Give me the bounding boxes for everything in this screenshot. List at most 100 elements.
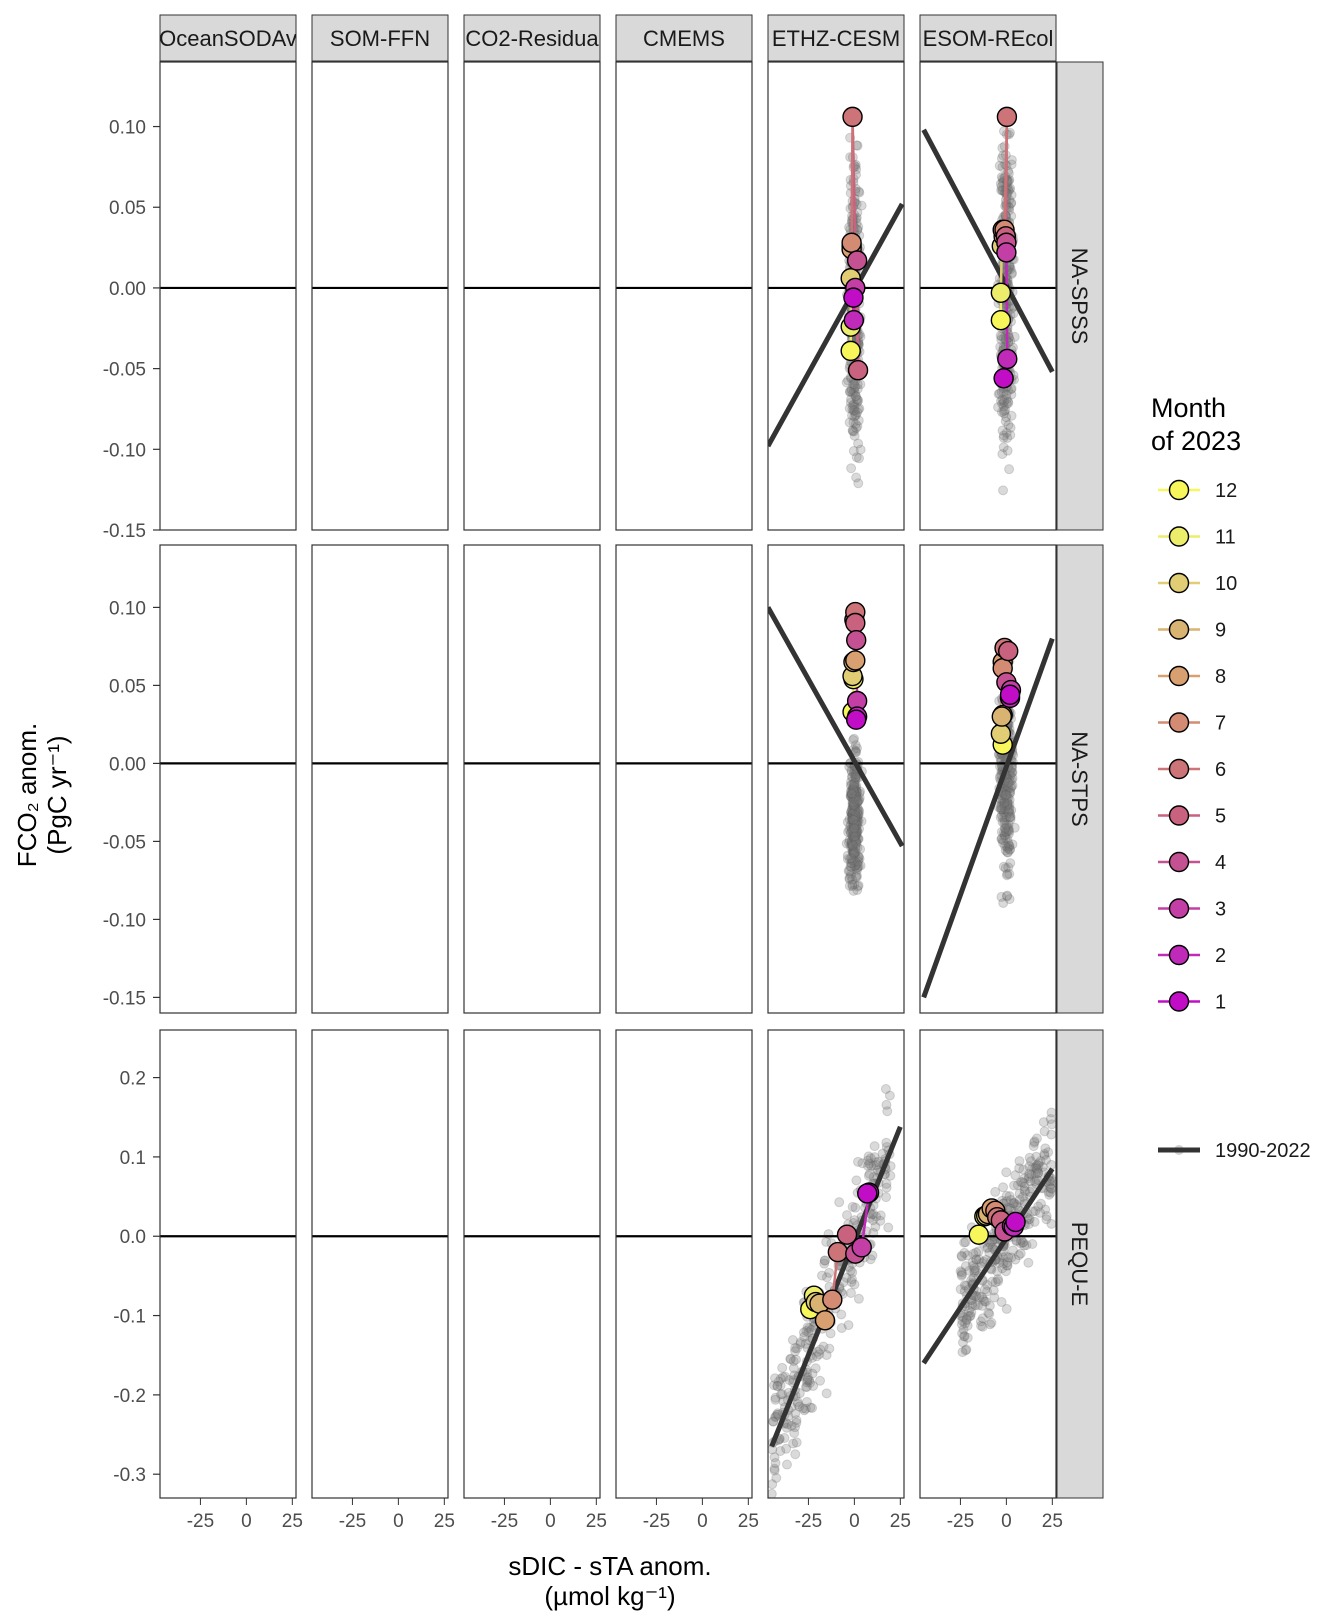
facet-col-strip-bg	[767, 14, 905, 62]
scatter-point	[846, 841, 857, 852]
panel-background	[312, 1030, 448, 1498]
scatter-point	[805, 1377, 816, 1388]
scatter-point	[836, 1323, 847, 1334]
scatter-point	[849, 405, 860, 416]
scatter-point	[806, 1325, 817, 1336]
scatter-point	[852, 809, 863, 820]
scatter-point	[1007, 773, 1018, 784]
scatter-point	[850, 391, 861, 402]
scatter-point	[846, 1274, 857, 1285]
scatter-point	[802, 1372, 813, 1383]
scatter-point	[814, 1349, 825, 1360]
scatter-point	[842, 853, 853, 864]
facet-panel	[767, 61, 905, 531]
scatter-point	[849, 856, 860, 867]
month-point-6	[996, 106, 1018, 128]
scatter-point	[1000, 784, 1011, 795]
y-axis-unit: (PgC yr⁻¹)	[42, 735, 72, 854]
scatter-point	[849, 787, 860, 798]
scatter-point	[1004, 787, 1015, 798]
y-tick-label: -0.05	[103, 360, 146, 381]
scatter-point	[1009, 822, 1020, 833]
scatter-point	[1002, 869, 1013, 880]
panel-background	[920, 545, 1056, 1013]
scatter-point	[846, 838, 857, 849]
scatter-point	[850, 799, 861, 810]
scatter-point	[848, 845, 859, 856]
scatter-point	[853, 438, 864, 449]
scatter-point	[976, 1320, 987, 1331]
x-tick-label: 0	[241, 1511, 252, 1532]
scatter-point	[848, 815, 859, 826]
scatter-point	[1018, 1237, 1029, 1248]
scatter-point	[768, 1488, 777, 1498]
scatter-point	[998, 430, 1009, 441]
panel-border	[463, 544, 601, 1014]
scatter-point	[881, 1137, 892, 1148]
scatter-point	[870, 1221, 881, 1232]
scatter-point	[824, 1267, 835, 1278]
scatter-point	[1027, 1162, 1038, 1173]
scatter-point	[1014, 1156, 1025, 1167]
scatter-point	[853, 186, 864, 197]
scatter-point	[848, 826, 859, 837]
scatter-point	[845, 828, 856, 839]
scatter-point	[845, 397, 856, 408]
scatter-point	[999, 406, 1010, 417]
scatter-point	[847, 825, 858, 836]
scatter-point	[849, 430, 860, 441]
scatter-point	[845, 1265, 856, 1276]
scatter-point	[849, 848, 860, 859]
scatter-point	[1001, 786, 1012, 797]
scatter-point	[821, 1388, 832, 1399]
scatter-point	[842, 850, 853, 861]
scatter-point	[851, 827, 862, 838]
background-scatter-1990-2022	[955, 1107, 1056, 1358]
scatter-point	[964, 1265, 975, 1276]
scatter-point	[775, 1373, 786, 1384]
scatter-point	[966, 1307, 977, 1318]
scatter-point	[844, 814, 855, 825]
scatter-point	[960, 1318, 971, 1329]
scatter-point	[769, 1465, 780, 1476]
scatter-point	[848, 847, 859, 858]
scatter-point	[851, 824, 862, 835]
scatter-point	[851, 423, 862, 434]
scatter-point	[995, 341, 1006, 352]
scatter-point	[1038, 1117, 1049, 1128]
scatter-point	[849, 1279, 860, 1290]
scatter-point	[977, 1313, 988, 1324]
scatter-point	[848, 385, 859, 396]
scatter-point	[854, 403, 865, 414]
scatter-point	[1002, 783, 1013, 794]
scatter-point	[779, 1432, 790, 1443]
scatter-point	[1030, 1162, 1041, 1173]
facet-col-strip: CO2-Residua	[463, 14, 601, 62]
scatter-point	[1039, 1150, 1050, 1161]
scatter-point	[844, 874, 855, 885]
scatter-point	[957, 1328, 968, 1339]
scatter-point	[998, 807, 1009, 818]
scatter-point	[848, 792, 859, 803]
scatter-point	[851, 820, 862, 831]
scatter-point	[852, 407, 863, 418]
month-point-12	[990, 310, 1012, 331]
y-tick-label: -0.10	[103, 910, 146, 931]
scatter-point	[1002, 825, 1013, 836]
scatter-point	[1010, 1170, 1021, 1181]
scatter-point	[852, 819, 863, 830]
scatter-point	[852, 842, 863, 853]
scatter-point	[855, 860, 866, 871]
scatter-point	[848, 734, 859, 745]
panel-background	[312, 545, 448, 1013]
scatter-point	[851, 790, 862, 801]
scatter-point	[974, 1291, 985, 1302]
scatter-point	[1000, 790, 1011, 801]
scatter-point	[851, 829, 862, 840]
scatter-point	[850, 804, 861, 815]
facet-panel	[767, 544, 905, 1014]
scatter-point	[1001, 427, 1012, 438]
scatter-point	[847, 830, 858, 841]
scatter-point	[1002, 847, 1013, 858]
scatter-point	[967, 1301, 978, 1312]
